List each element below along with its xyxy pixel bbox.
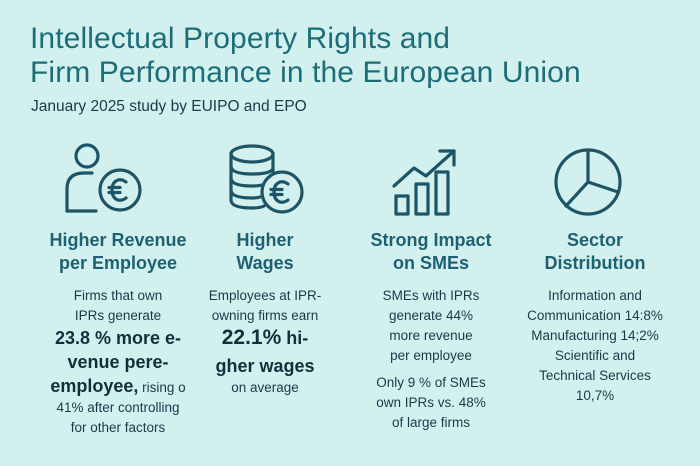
column-4-text: Information and Communication 14:8% Manu… [527, 288, 663, 403]
coins-euro-icon [226, 142, 308, 218]
column-2-text: Employees at IPR- owning firms earn 22.1… [208, 288, 322, 395]
column-4-heading: Sector Distribution [544, 230, 646, 273]
column-1-heading: Higher Revenue per Employee [49, 230, 187, 273]
column-2-heading: Higher Wages [236, 230, 294, 273]
column-3-text: SMEs with IPRs generate 44% more revenue… [376, 288, 486, 430]
pie-chart-icon [552, 146, 624, 218]
title-line-1: Intellectual Property Rights and [30, 22, 451, 55]
person-euro-icon [62, 141, 142, 219]
subtitle: January 2025 study by EUIPO and EPO [31, 98, 307, 115]
title-line-2: Firm Performance in the European Union [30, 56, 581, 89]
growth-chart-icon [390, 146, 462, 218]
page-title: Intellectual Property Rights and Firm Pe… [30, 22, 670, 90]
column-1-text: Firms that own IPRs generate 23.8 % more… [50, 288, 186, 435]
column-3-heading: Strong Impact on SMEs [370, 230, 492, 273]
